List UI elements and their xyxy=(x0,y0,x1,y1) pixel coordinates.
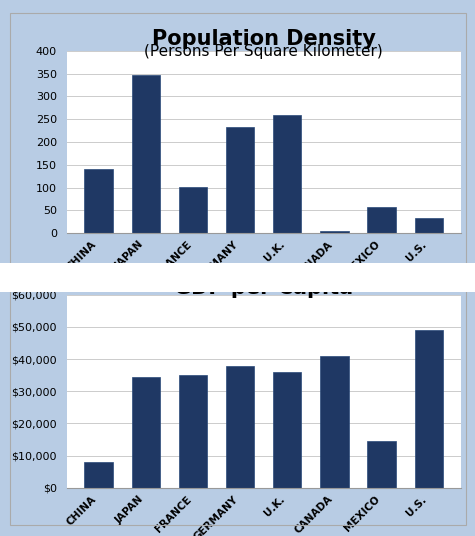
Text: (Persons Per Square Kilometer): (Persons Per Square Kilometer) xyxy=(144,44,383,59)
Bar xyxy=(132,377,160,488)
Bar xyxy=(226,366,254,488)
Bar xyxy=(320,356,349,488)
Bar xyxy=(273,372,301,488)
Bar xyxy=(179,375,207,488)
Bar xyxy=(415,330,443,488)
Bar xyxy=(273,115,301,233)
Bar xyxy=(85,169,113,233)
Bar xyxy=(367,441,396,488)
Bar xyxy=(226,128,254,233)
Bar xyxy=(132,75,160,233)
Bar xyxy=(367,207,396,233)
Bar xyxy=(415,218,443,233)
Text: Population Density: Population Density xyxy=(152,29,376,49)
Bar xyxy=(179,187,207,233)
Text: GDP per Capita: GDP per Capita xyxy=(174,278,353,297)
Bar xyxy=(85,462,113,488)
Bar xyxy=(320,232,349,233)
